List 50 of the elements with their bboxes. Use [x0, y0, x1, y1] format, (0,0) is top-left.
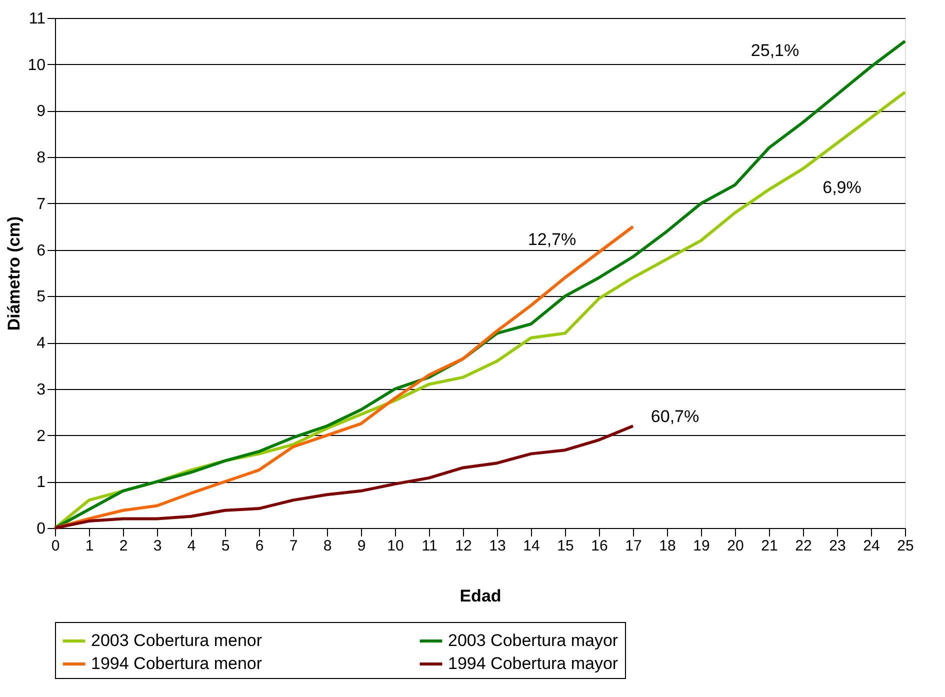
- x-tick-label: 23: [829, 538, 846, 554]
- annotation: 12,7%: [528, 230, 576, 249]
- x-tick-label: 21: [761, 538, 778, 554]
- y-tick-label: 3: [36, 381, 46, 398]
- y-axis-title: Diámetro (cm): [4, 216, 24, 331]
- y-tick-label: 8: [36, 150, 46, 167]
- y-tick-label: 9: [36, 103, 46, 120]
- x-tick-label: 9: [357, 538, 366, 554]
- y-tick-label: 1: [36, 474, 46, 492]
- x-axis-title: Edad: [460, 586, 502, 606]
- x-tick-label: 11: [422, 538, 438, 554]
- line-series: [54, 225, 634, 530]
- x-tick-label: 25: [897, 538, 914, 554]
- y-tick-label: 10: [28, 56, 46, 74]
- annotation: 60,7%: [650, 407, 700, 426]
- x-tick-label: 13: [489, 538, 506, 554]
- x-tick-label: 3: [153, 538, 162, 554]
- legend-label: 2003 Cobertura menor: [91, 631, 262, 650]
- y-tick-label: 11: [28, 10, 46, 28]
- annotation: 25,1%: [750, 41, 800, 60]
- legend-label: 1994 Cobertura menor: [91, 654, 262, 673]
- y-tick-label: 0: [36, 520, 46, 538]
- x-tick-label: 14: [523, 538, 540, 554]
- x-tick-label: 10: [387, 538, 404, 554]
- y-tick-label: 7: [36, 196, 46, 213]
- x-tick-label: 16: [591, 538, 608, 554]
- y-tick-label: 6: [36, 242, 46, 260]
- x-tick-label: 7: [289, 538, 298, 554]
- x-tick-label: 0: [51, 538, 60, 554]
- legend-label: 2003 Cobertura mayor: [448, 631, 618, 650]
- x-tick-label: 22: [795, 538, 812, 554]
- legend-label: 1994 Cobertura mayor: [448, 654, 618, 673]
- line-series: [54, 424, 634, 530]
- x-tick-label: 4: [187, 538, 196, 554]
- x-tick-label: 1: [85, 538, 94, 554]
- x-tick-label: 19: [693, 538, 710, 554]
- x-tick-label: 8: [323, 538, 332, 554]
- x-tick-label: 6: [255, 538, 264, 554]
- y-tick-label: 2: [36, 428, 46, 445]
- x-tick-label: 2: [119, 538, 128, 554]
- y-tick-label: 5: [36, 288, 46, 306]
- annotation: 6,9%: [822, 178, 862, 197]
- x-tick-label: 20: [727, 538, 744, 554]
- x-tick-label: 15: [557, 538, 574, 554]
- x-tick-label: 12: [455, 538, 472, 554]
- x-tick-label: 5: [221, 538, 230, 554]
- y-tick-label: 4: [36, 335, 46, 352]
- x-tick-label: 18: [659, 538, 676, 554]
- x-tick-label: 24: [863, 538, 880, 554]
- x-tick-label: 17: [625, 538, 642, 554]
